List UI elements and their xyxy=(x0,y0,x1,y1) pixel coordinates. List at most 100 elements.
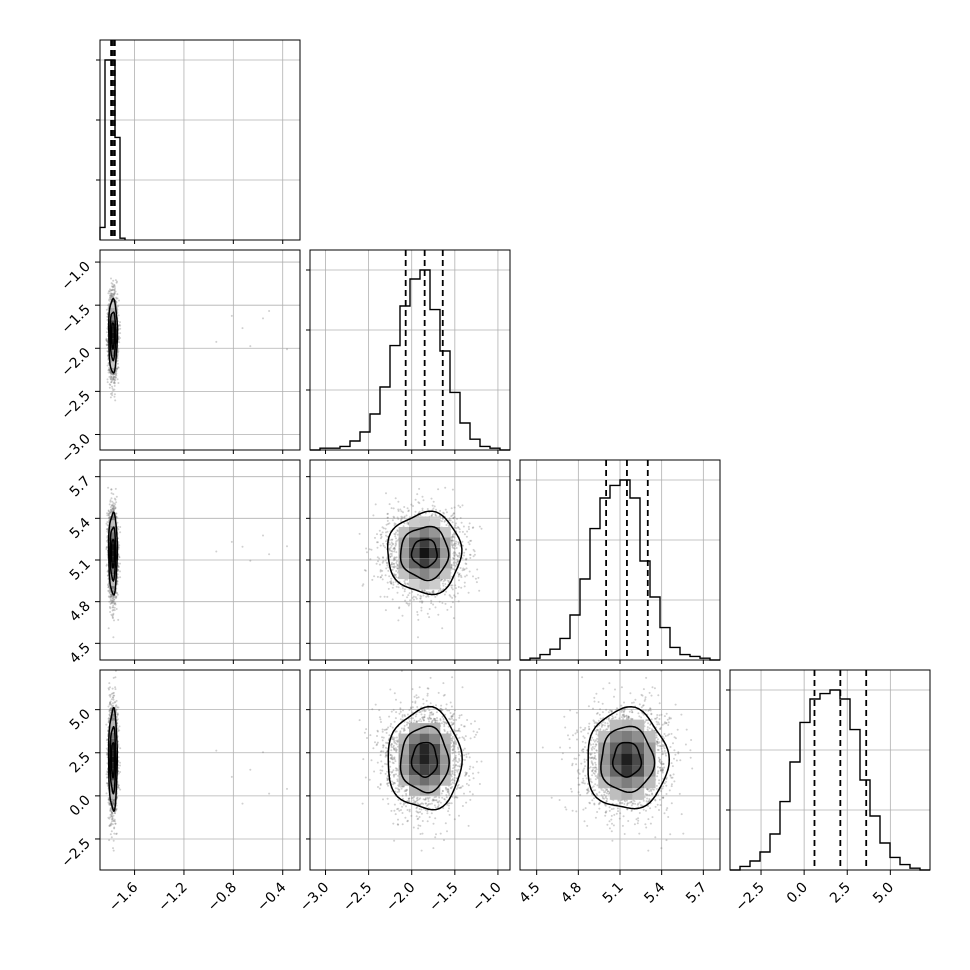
scatter-point xyxy=(436,717,438,719)
scatter-point xyxy=(402,709,404,712)
scatter-point xyxy=(112,798,115,801)
scatter-point xyxy=(379,569,382,572)
scatter-point xyxy=(109,809,112,812)
scatter-point xyxy=(108,713,111,716)
scatter-point xyxy=(391,726,394,729)
scatter-point xyxy=(426,687,429,690)
scatter-point xyxy=(419,797,422,800)
scatter-point xyxy=(659,758,661,761)
scatter-point xyxy=(593,772,596,775)
scatter-point xyxy=(107,721,110,724)
scatter-point xyxy=(596,784,599,787)
scatter-point xyxy=(394,760,397,763)
scatter-point xyxy=(105,782,108,785)
scatter-point xyxy=(648,709,651,711)
scatter-point xyxy=(438,796,441,799)
scatter-point xyxy=(593,740,596,743)
scatter-point xyxy=(602,789,605,792)
scatter-point xyxy=(109,808,112,811)
scatter-point xyxy=(443,593,446,596)
scatter-point xyxy=(453,818,456,821)
scatter-point xyxy=(108,376,111,378)
scatter-point xyxy=(397,508,400,511)
scatter-point xyxy=(637,712,640,715)
scatter-point xyxy=(379,750,382,753)
scatter-point xyxy=(468,779,471,781)
scatter-point xyxy=(412,598,415,601)
scatter-point xyxy=(457,543,460,546)
scatter-point xyxy=(393,782,396,784)
scatter-point xyxy=(397,500,400,503)
scatter-point xyxy=(656,748,659,751)
scatter-point xyxy=(576,731,579,734)
scatter-point xyxy=(405,794,408,797)
scatter-point xyxy=(417,636,419,639)
density-cell xyxy=(621,719,633,732)
scatter-point xyxy=(451,735,454,738)
scatter-point xyxy=(385,534,387,537)
scatter-point xyxy=(399,802,402,805)
scatter-point xyxy=(456,554,459,557)
hist-panel-3 xyxy=(726,669,931,871)
scatter-point xyxy=(594,775,597,777)
scatter-point xyxy=(627,802,630,805)
scatter-point xyxy=(597,803,600,806)
scatter-point xyxy=(666,718,669,721)
scatter-point xyxy=(389,552,392,555)
scatter-point xyxy=(113,598,116,601)
scatter-point xyxy=(106,312,109,315)
scatter-point xyxy=(423,716,425,719)
scatter-point xyxy=(451,533,454,536)
scatter-point xyxy=(117,366,120,369)
scatter-point xyxy=(612,824,615,827)
scatter-point xyxy=(114,375,117,378)
scatter-point xyxy=(391,542,394,545)
scatter-point xyxy=(110,613,113,616)
scatter-point xyxy=(596,811,599,813)
scatter-point xyxy=(105,337,108,340)
scatter-point xyxy=(398,788,401,791)
scatter-point xyxy=(666,807,669,810)
scatter-point xyxy=(606,728,609,731)
scatter-point xyxy=(110,371,113,374)
scatter-point xyxy=(113,826,116,829)
scatter-point xyxy=(593,696,596,699)
scatter-point xyxy=(428,709,431,712)
scatter-point xyxy=(664,752,667,755)
scatter-point xyxy=(469,539,472,542)
scatter-point xyxy=(431,591,434,594)
scatter-point xyxy=(600,794,603,797)
scatter-point xyxy=(478,728,481,730)
scatter-point xyxy=(415,810,418,813)
scatter-point xyxy=(395,560,398,563)
scatter-point xyxy=(649,788,652,791)
scatter-point xyxy=(109,707,112,710)
scatter-point xyxy=(116,727,119,729)
scatter-point xyxy=(406,507,409,510)
scatter-point xyxy=(582,750,585,753)
scatter-point xyxy=(109,611,112,613)
density-cell xyxy=(440,775,451,786)
scatter-point xyxy=(395,531,397,534)
scatter-point xyxy=(378,716,381,719)
scatter-point xyxy=(443,520,446,523)
density-cell xyxy=(429,733,441,744)
contour-0 xyxy=(410,538,438,569)
scatter-point xyxy=(421,600,424,603)
scatter-point xyxy=(578,754,581,757)
scatter-point xyxy=(592,719,595,722)
scatter-point xyxy=(454,754,457,757)
density-cell xyxy=(110,544,116,551)
scatter-point xyxy=(107,687,110,690)
scatter-point xyxy=(105,522,108,525)
density-cell xyxy=(429,547,441,559)
scatter-point xyxy=(591,774,594,777)
scatter-point xyxy=(379,570,382,573)
density-cell xyxy=(110,308,116,315)
scatter-point xyxy=(111,717,114,720)
scatter-point xyxy=(118,299,120,302)
scatter-point xyxy=(453,543,456,546)
density-cell xyxy=(632,731,645,743)
scatter-point xyxy=(592,766,595,769)
scatter-point xyxy=(646,793,649,796)
